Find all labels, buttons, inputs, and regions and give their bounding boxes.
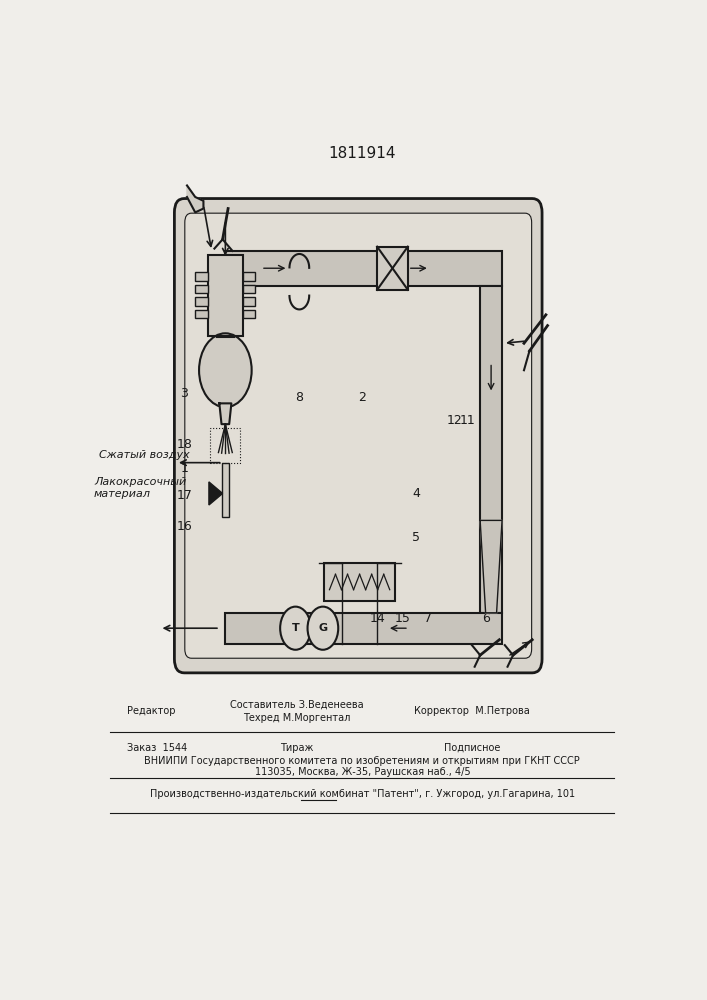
Text: 13: 13	[288, 612, 305, 625]
Text: 5: 5	[412, 531, 420, 544]
Circle shape	[308, 607, 338, 650]
Ellipse shape	[199, 333, 252, 407]
Text: Производственно-издательский комбинат "Патент", г. Ужгород, ул.Гагарина, 101: Производственно-издательский комбинат "П…	[150, 789, 575, 799]
Text: 14: 14	[370, 612, 385, 625]
Text: Лакокрасочный
материал: Лакокрасочный материал	[94, 477, 186, 499]
Polygon shape	[187, 185, 204, 212]
Bar	[243, 297, 255, 306]
Polygon shape	[480, 520, 502, 613]
Bar	[480, 286, 502, 613]
Text: Тираж: Тираж	[280, 743, 313, 753]
Text: Заказ  1544: Заказ 1544	[127, 743, 187, 753]
Bar	[196, 297, 208, 306]
Bar	[196, 285, 208, 293]
Bar	[377, 247, 408, 290]
Bar	[216, 336, 234, 337]
Text: 10: 10	[222, 351, 238, 364]
Text: 1: 1	[180, 462, 188, 475]
Bar	[221, 463, 229, 517]
Text: 11: 11	[460, 414, 475, 427]
Bar	[196, 310, 208, 318]
Text: Редактор: Редактор	[127, 706, 175, 716]
Text: 1811914: 1811914	[329, 146, 396, 161]
Text: 4: 4	[412, 487, 420, 500]
Text: ВНИИПИ Государственного комитета по изобретениям и открытиям при ГКНТ СССР: ВНИИПИ Государственного комитета по изоб…	[144, 756, 580, 766]
Text: 113035, Москва, Ж-35, Раушская наб., 4/5: 113035, Москва, Ж-35, Раушская наб., 4/5	[255, 767, 470, 777]
Bar	[324, 563, 395, 601]
Text: Техред М.Моргентал: Техред М.Моргентал	[243, 713, 350, 723]
Bar	[196, 272, 208, 281]
Bar	[210, 428, 240, 463]
Bar	[208, 255, 243, 336]
Text: Корректор  М.Петрова: Корректор М.Петрова	[414, 706, 530, 716]
Text: Составитель З.Веденеева: Составитель З.Веденеева	[230, 699, 363, 709]
Text: 15: 15	[395, 612, 411, 625]
FancyBboxPatch shape	[185, 213, 532, 658]
Text: T: T	[291, 623, 299, 633]
Polygon shape	[219, 403, 231, 424]
Text: 3: 3	[180, 387, 188, 400]
Bar	[226, 613, 502, 644]
Text: G: G	[318, 623, 327, 633]
Bar	[243, 272, 255, 281]
Bar	[226, 251, 502, 286]
Circle shape	[280, 607, 311, 650]
Polygon shape	[209, 482, 223, 505]
Text: 6: 6	[481, 612, 489, 625]
Bar	[243, 310, 255, 318]
FancyBboxPatch shape	[175, 199, 542, 673]
Text: Подписное: Подписное	[444, 743, 500, 753]
Text: 12: 12	[447, 414, 462, 427]
Text: 16: 16	[176, 520, 192, 533]
Bar	[243, 285, 255, 293]
Text: 18: 18	[176, 438, 192, 451]
Text: 9: 9	[211, 351, 219, 364]
Text: 8: 8	[296, 391, 303, 404]
Text: 7: 7	[424, 612, 432, 625]
Text: Сжатый воздух: Сжатый воздух	[99, 450, 190, 460]
Text: 2: 2	[358, 391, 366, 404]
Text: 17: 17	[176, 489, 192, 502]
